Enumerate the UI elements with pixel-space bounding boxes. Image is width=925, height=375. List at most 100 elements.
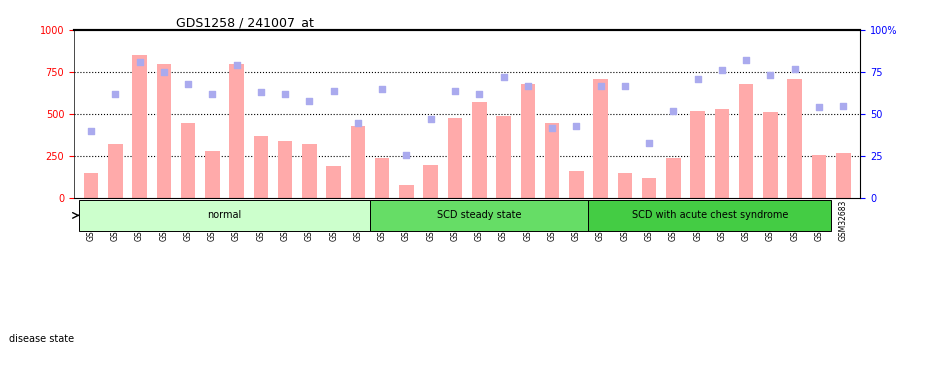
Point (569, 123, 584, 129)
Bar (666, 158, 681, 198)
Bar (448, 117, 462, 198)
Point (180, 81, 195, 87)
Bar (200, 30, 225, 198)
Bar (612, 30, 637, 198)
Bar (205, 151, 219, 198)
Bar (180, 123, 195, 198)
Point (521, 82, 536, 88)
Bar (812, 154, 826, 198)
Point (642, 140, 657, 146)
Bar (467, 30, 491, 198)
Bar (156, 64, 171, 198)
Bar (400, 185, 413, 198)
Bar (758, 30, 783, 198)
Point (593, 82, 608, 88)
Point (108, 91, 123, 97)
Point (229, 62, 244, 68)
Bar (128, 30, 152, 198)
Bar (83, 173, 98, 198)
Bar (709, 30, 734, 198)
Bar (618, 173, 632, 198)
Point (811, 104, 826, 110)
Point (302, 98, 316, 104)
Bar (515, 30, 540, 198)
Text: SCD with acute chest syndrome: SCD with acute chest syndrome (632, 210, 788, 220)
Bar (132, 55, 147, 198)
Bar (176, 30, 200, 198)
Bar (496, 116, 511, 198)
Bar (521, 84, 535, 198)
Point (787, 66, 802, 72)
Bar (253, 136, 268, 198)
Bar (545, 123, 560, 198)
Bar (443, 30, 467, 198)
Bar (715, 109, 729, 198)
Bar (642, 178, 657, 198)
Bar (225, 30, 249, 198)
Point (205, 91, 220, 97)
Point (156, 69, 171, 75)
Point (375, 86, 389, 92)
Bar (661, 30, 685, 198)
Bar (79, 30, 103, 198)
Bar (832, 30, 856, 198)
Point (714, 68, 729, 74)
Bar (394, 30, 419, 198)
Bar (588, 30, 612, 198)
FancyBboxPatch shape (370, 200, 588, 231)
Point (836, 103, 851, 109)
Point (666, 108, 681, 114)
Bar (322, 30, 346, 198)
Bar (424, 165, 438, 198)
Bar (278, 141, 292, 198)
Bar (346, 30, 370, 198)
Bar (783, 30, 807, 198)
Point (399, 152, 413, 157)
Bar (152, 30, 176, 198)
Bar (351, 126, 365, 198)
Point (739, 57, 754, 63)
Point (253, 89, 268, 95)
Bar (375, 158, 389, 198)
Bar (807, 30, 832, 198)
Bar (491, 30, 515, 198)
Bar (370, 30, 394, 198)
Bar (249, 30, 273, 198)
Point (278, 91, 292, 97)
Point (690, 76, 705, 82)
Point (618, 82, 633, 88)
Bar (540, 30, 564, 198)
Bar (690, 111, 705, 198)
Bar (593, 79, 608, 198)
Bar (734, 30, 758, 198)
Bar (763, 112, 778, 198)
Bar (685, 30, 709, 198)
Bar (297, 30, 322, 198)
Point (545, 124, 560, 130)
Bar (327, 166, 341, 198)
FancyBboxPatch shape (588, 200, 832, 231)
Bar (787, 79, 802, 198)
Bar (302, 144, 316, 198)
Text: GDS1258 / 241007_at: GDS1258 / 241007_at (176, 16, 314, 29)
Bar (472, 102, 487, 198)
Point (351, 120, 365, 126)
Bar (108, 144, 122, 198)
FancyBboxPatch shape (79, 200, 370, 231)
Text: SCD steady state: SCD steady state (437, 210, 522, 220)
Point (496, 74, 511, 80)
Bar (273, 30, 297, 198)
Text: normal: normal (207, 210, 241, 220)
Bar (637, 30, 661, 198)
Text: disease state: disease state (9, 334, 74, 344)
Bar (739, 84, 754, 198)
Bar (569, 171, 584, 198)
Point (83, 128, 98, 134)
Bar (419, 30, 443, 198)
Bar (103, 30, 128, 198)
Point (327, 88, 341, 94)
Bar (836, 153, 851, 198)
Point (472, 91, 487, 97)
Point (424, 116, 438, 122)
Point (132, 59, 147, 65)
